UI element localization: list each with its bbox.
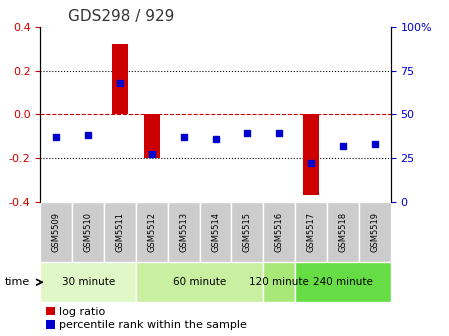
Text: 120 minute: 120 minute	[249, 277, 309, 287]
Bar	[72, 202, 104, 262]
Bar	[104, 202, 136, 262]
Bar	[136, 262, 263, 302]
Bar	[168, 202, 200, 262]
Bar	[295, 202, 327, 262]
Text: GSM5517: GSM5517	[307, 212, 316, 252]
Bar	[327, 202, 359, 262]
Bar	[40, 262, 136, 302]
Text: GSM5519: GSM5519	[370, 212, 379, 252]
Text: GSM5515: GSM5515	[243, 212, 252, 252]
Text: 60 minute: 60 minute	[173, 277, 226, 287]
Bar	[231, 202, 263, 262]
Text: GSM5513: GSM5513	[179, 212, 188, 252]
Bar	[295, 262, 391, 302]
Legend: log ratio, percentile rank within the sample: log ratio, percentile rank within the sa…	[46, 307, 247, 330]
Text: time: time	[4, 277, 30, 287]
Text: 240 minute: 240 minute	[313, 277, 373, 287]
Bar	[40, 202, 72, 262]
Bar	[359, 202, 391, 262]
Text: GDS298 / 929: GDS298 / 929	[68, 9, 175, 24]
Text: GSM5518: GSM5518	[339, 212, 348, 252]
Text: GSM5512: GSM5512	[147, 212, 156, 252]
Bar	[200, 202, 231, 262]
Text: GSM5516: GSM5516	[275, 212, 284, 252]
Bar	[144, 114, 160, 158]
Bar	[303, 114, 319, 195]
Text: GSM5510: GSM5510	[84, 212, 92, 252]
Bar	[263, 262, 295, 302]
Bar	[263, 202, 295, 262]
Text: GSM5514: GSM5514	[211, 212, 220, 252]
Bar	[112, 44, 128, 114]
Text: GSM5511: GSM5511	[115, 212, 124, 252]
Text: 30 minute: 30 minute	[62, 277, 115, 287]
Text: GSM5509: GSM5509	[52, 212, 61, 252]
Bar	[136, 202, 168, 262]
